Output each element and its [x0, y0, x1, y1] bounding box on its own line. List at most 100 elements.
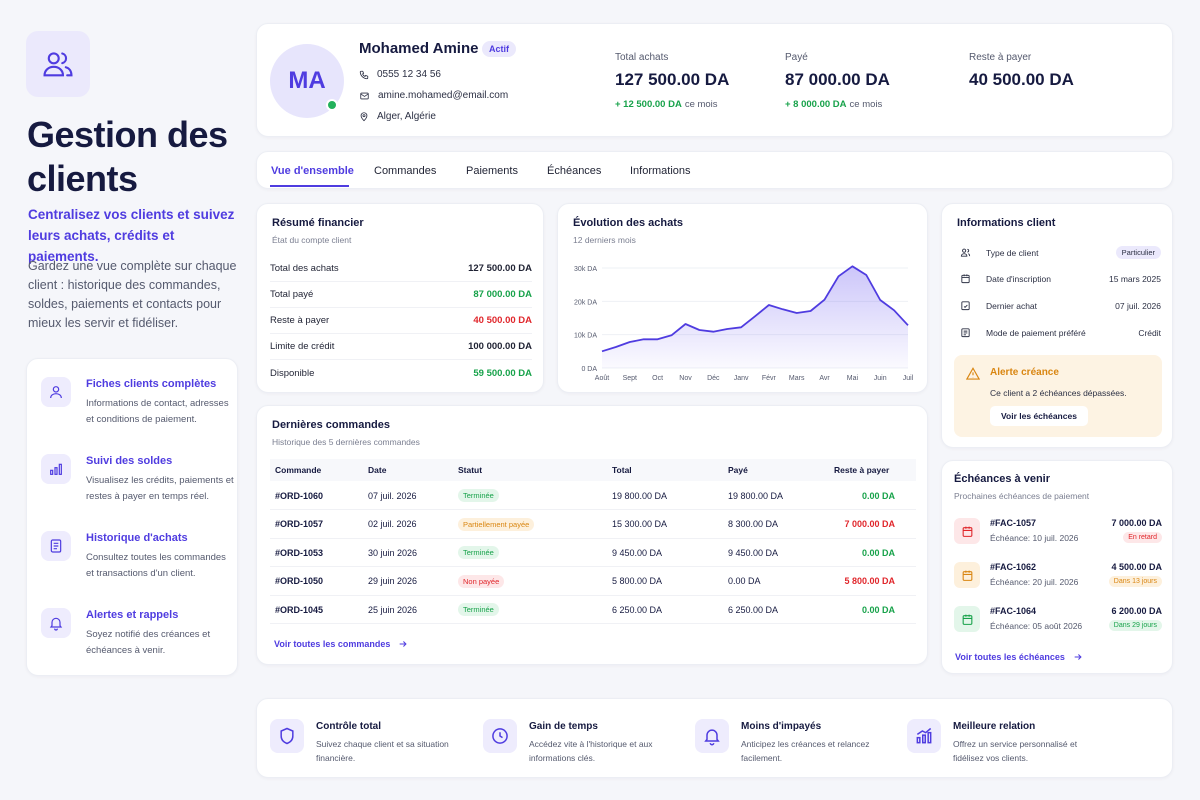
order-date: 30 juin 2026 [368, 547, 418, 558]
order-date: 02 juil. 2026 [368, 519, 417, 529]
tab-informations[interactable]: Informations [630, 165, 691, 177]
feature-title: Alertes et rappels [86, 609, 179, 621]
order-total: 15 300.00 DA [612, 519, 668, 529]
view-all-orders-link[interactable]: Voir toutes les commandes [274, 639, 408, 649]
chart-x-tick: Mai [847, 375, 859, 382]
order-date: 07 juil. 2026 [368, 490, 417, 501]
active-tab-indicator [270, 185, 349, 187]
feature-desc: Consultez toutes les commandes et transa… [86, 552, 226, 579]
client-email[interactable]: amine.mohamed@email.com [378, 90, 509, 101]
due-date: Échéance: 20 juil. 2026 [990, 577, 1079, 587]
tab-vue-ensemble[interactable]: Vue d'ensemble [271, 165, 354, 177]
order-total: 9 450.00 DA [612, 547, 663, 558]
benefit-desc: Anticipez les créances et relancez facil… [741, 739, 870, 763]
due-amount: 4 500.00 DA [1111, 562, 1162, 572]
card-subtitle: État du compte client [272, 235, 352, 245]
order-paid: 0.00 DA [728, 576, 761, 586]
shield-icon [270, 719, 304, 753]
stat-delta: + 12 500.00 DA ce mois [615, 99, 718, 110]
tab-bar: Vue d'ensemble Commandes Paiements Échéa… [256, 151, 1173, 189]
table-row[interactable]: #ORD-1053 30 juin 2026 Terminée 9 450.00 DA… [270, 539, 916, 567]
table-row[interactable]: #ORD-1057 02 juil. 2026 Partiellement payé… [270, 511, 916, 539]
bar-chart-icon [41, 454, 71, 484]
app-logo [26, 31, 90, 97]
benefits-bar: Contrôle total Suivez chaque client et s… [256, 698, 1173, 778]
bell-icon [41, 608, 71, 638]
order-paid: 19 800.00 DA [728, 490, 784, 501]
client-phone[interactable]: 0555 12 34 56 [377, 69, 441, 80]
chart-x-tick: Mars [789, 375, 805, 382]
tab-paiements[interactable]: Paiements [466, 165, 518, 177]
hero-description: Gardez une vue complète sur chaque clien… [28, 259, 237, 330]
order-id[interactable]: #ORD-1060 [275, 490, 324, 501]
chart-subtitle: 12 derniers mois [573, 235, 636, 245]
stat-value: 87 000.00 DA [785, 70, 890, 89]
feature-desc: Visualisez les crédits, paiements et res… [86, 475, 234, 502]
recent-orders-card: Dernières commandes Historique des 5 der… [256, 405, 928, 665]
debt-alert: Alerte créance Ce client a 2 échéances d… [954, 355, 1162, 437]
chart-x-tick: Févr [762, 375, 777, 382]
info-row: Type de client Particulier [958, 246, 1161, 259]
stat-delta: + 8 000.00 DA ce mois [785, 99, 883, 110]
order-id[interactable]: #ORD-1057 [275, 519, 324, 529]
chart-x-tick: Janv [734, 375, 749, 382]
order-id[interactable]: #ORD-1045 [275, 604, 324, 615]
purchases-chart-card: Évolution des achats 12 derniers mois 0 … [557, 203, 928, 393]
email-line: amine.mohamed@email.com [359, 90, 508, 101]
table-row[interactable]: #ORD-1045 25 juin 2026 Terminée 6 250.00 DA… [270, 596, 916, 624]
features-panel: Fiches clients complètes Informations de… [26, 358, 238, 676]
echeance-item[interactable]: #FAC-1062 Échéance: 20 juil. 2026 4 500.00… [954, 562, 1162, 596]
phone-icon [359, 70, 369, 80]
view-all-echeances-link[interactable]: Voir toutes les échéances [955, 652, 1083, 662]
order-status: Terminée [458, 596, 499, 623]
users-icon [958, 247, 972, 258]
order-rest: 5 800.00 DA [844, 576, 895, 586]
chart-y-tick: 10k DA [574, 333, 597, 340]
chart-x-tick: Juin [874, 375, 887, 382]
chart-x-tick: Oct [652, 375, 663, 382]
chart-y-tick: 20k DA [574, 299, 597, 306]
card-subtitle: Historique des 5 dernières commandes [272, 437, 420, 447]
financial-summary-card: Résumé financier État du compte client T… [256, 203, 544, 393]
benefit-title: Contrôle total [316, 721, 381, 732]
view-echeances-button[interactable]: Voir les échéances [990, 406, 1088, 426]
order-total: 19 800.00 DA [612, 490, 668, 501]
chart-x-tick: Avr [819, 375, 830, 382]
clock-icon [483, 719, 517, 753]
mail-icon [359, 91, 370, 101]
page-title: Gestion des clients [27, 114, 228, 199]
order-paid: 6 250.00 DA [728, 604, 779, 615]
feature-desc: Soyez notifié des créances et échéances … [86, 629, 211, 656]
tab-commandes[interactable]: Commandes [374, 165, 437, 177]
user-icon [41, 377, 71, 407]
order-paid: 8 300.00 DA [728, 519, 779, 529]
order-rest: 7 000.00 DA [844, 519, 895, 529]
due-badge: Dans 29 jours [1108, 620, 1162, 631]
table-row[interactable]: #ORD-1050 29 juin 2026 Non payée 5 800.00 D… [270, 568, 916, 596]
status-badge: Terminée [458, 546, 499, 559]
chart-x-tick: Déc [707, 375, 720, 382]
order-status: Terminée [458, 482, 499, 509]
client-type-badge: Particulier [1115, 246, 1161, 259]
status-badge: Partiellement payée [458, 517, 535, 531]
stat-reste: Reste à payer 40 500.00 DA [969, 52, 1074, 90]
benefit-desc: Offrez un service personnalisé et fidéli… [953, 739, 1078, 763]
order-id[interactable]: #ORD-1050 [275, 576, 324, 586]
benefit-title: Meilleure relation [953, 721, 1036, 732]
hero-subtitle: Centralisez vos clients et suivez leurs … [28, 207, 235, 264]
growth-chart-icon [907, 719, 941, 753]
tab-echeances[interactable]: Échéances [547, 165, 602, 177]
alert-text: Ce client a 2 échéances dépassées. [990, 388, 1127, 398]
summary-row: Total des achats 127 500.00 DA [270, 256, 532, 282]
upcoming-echeances-card: Échéances à venir Prochaines échéances d… [941, 460, 1173, 674]
table-row[interactable]: #ORD-1060 07 juil. 2026 Terminée 19 800.00 … [270, 482, 916, 510]
summary-row: Limite de crédit 100 000.00 DA [270, 334, 532, 360]
wallet-icon [958, 327, 972, 338]
echeance-item[interactable]: #FAC-1064 Échéance: 05 août 2026 6 200.00 … [954, 606, 1162, 640]
stat-total-achats: Total achats 127 500.00 DA + 12 500.00 D… [615, 52, 729, 110]
echeance-item[interactable]: #FAC-1057 Échéance: 10 juil. 2026 7 000.00… [954, 518, 1162, 552]
stat-label: Reste à payer [969, 52, 1032, 63]
order-id[interactable]: #ORD-1053 [275, 547, 324, 558]
location-line: Alger, Algérie [359, 111, 436, 122]
chart-x-tick: Juil [903, 375, 914, 382]
